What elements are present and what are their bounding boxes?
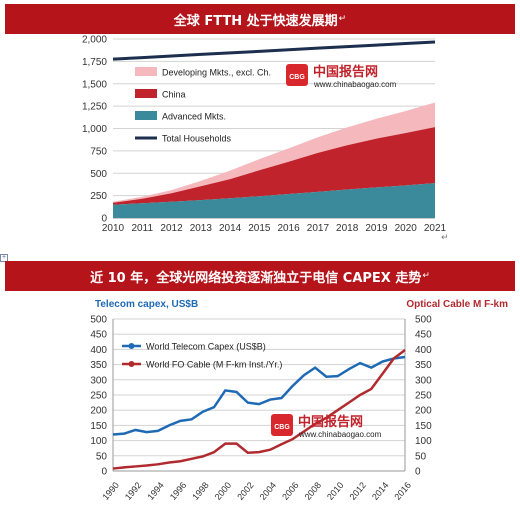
y-right-tick-label: 200: [415, 406, 432, 417]
watermark-url: www.chinabaogao.com: [298, 430, 382, 439]
x-tick-label: 2012: [348, 480, 369, 502]
x-tick-label: 2008: [303, 480, 324, 502]
y-right-tick-label: 300: [415, 375, 432, 386]
y-axis-left-label: Telecom capex, US$B: [95, 299, 198, 310]
y-axis-right-label: Optical Cable M F-km: [406, 299, 508, 310]
x-tick-label: 2021: [424, 223, 447, 234]
y-right-tick-label: 500: [415, 315, 432, 326]
y-tick-label: 2,000: [82, 35, 107, 46]
x-tick-label: 2018: [336, 223, 359, 234]
watermark-badge: CBG: [289, 74, 305, 81]
x-tick-label: 1994: [145, 480, 166, 502]
y-right-tick-label: 50: [415, 451, 427, 462]
x-tick-label: 2010: [102, 223, 125, 234]
x-tick-label: 2014: [370, 480, 391, 502]
table-anchor-icon: +: [0, 254, 8, 262]
x-tick-label: 2002: [235, 480, 256, 502]
x-tick-label: 2010: [325, 480, 346, 502]
y-right-tick-label: 350: [415, 360, 432, 371]
legend-marker: [128, 361, 135, 367]
y-right-tick-label: 250: [415, 391, 432, 402]
x-tick-label: 2006: [280, 480, 301, 502]
area-developing-mkts: [113, 102, 435, 203]
chart2-title-banner: 近 10 年，全球光网络投资逐渐独立于电信 CAPEX 走势 ↵: [5, 261, 515, 291]
legend-swatch: [135, 111, 157, 120]
watermark-logo-icon: [271, 414, 293, 436]
legend-label: Total Households: [162, 134, 232, 144]
line-total-households: [112, 40, 436, 61]
legend-label: World Telecom Capex (US$B): [146, 342, 266, 352]
y-tick-label: 500: [90, 169, 107, 180]
y-right-tick-label: 150: [415, 421, 432, 432]
chart1-title-banner: 全球 FTTH 处于快速发展期 ↵: [5, 4, 515, 34]
x-tick-label: 2016: [392, 480, 413, 502]
paragraph-mark: ↵: [441, 233, 449, 243]
area-china: [113, 127, 435, 205]
x-tick-label: 2016: [278, 223, 301, 234]
y-right-tick-label: 100: [415, 436, 432, 447]
y-left-tick-label: 400: [90, 345, 107, 356]
y-right-tick-label: 0: [415, 467, 421, 478]
x-tick-label: 2012: [160, 223, 183, 234]
capex-fo-line-chart: Telecom capex, US$B Optical Cable M F-km 0…: [90, 299, 508, 502]
legend-label: Developing Mkts., excl. Ch.: [162, 68, 271, 78]
y-tick-label: 1,250: [82, 102, 107, 113]
line-fo-cable: [112, 349, 406, 470]
legend-label: World FO Cable (M F-km Inst./Yr.): [146, 360, 282, 370]
area-advanced-mkts: [113, 183, 435, 218]
y-tick-label: 250: [90, 191, 107, 202]
paragraph-mark: ↵: [338, 14, 347, 24]
y-tick-label: 750: [90, 146, 107, 157]
watermark-badge: CBG: [274, 424, 290, 431]
x-tick-label: 2017: [307, 223, 330, 234]
ftth-area-chart: 0 250 500 750 1,000 1,250 1,500 1,750 2,000 2010 2…: [82, 35, 447, 235]
x-tick-label: 2011: [132, 223, 154, 234]
y-left-tick-label: 300: [90, 375, 107, 386]
y-left-tick-label: 450: [90, 330, 107, 341]
legend-marker: [128, 343, 135, 349]
y-right-tick-label: 450: [415, 330, 432, 341]
y-left-tick-label: 150: [90, 421, 107, 432]
x-tick-label: 2020: [395, 223, 418, 234]
watermark-url: www.chinabaogao.com: [313, 80, 397, 89]
y-left-tick-label: 50: [96, 451, 108, 462]
y-tick-label: 1,750: [82, 57, 107, 68]
x-tick-label: 2019: [365, 223, 388, 234]
y-left-tick-label: 200: [90, 406, 107, 417]
y-tick-label: 0: [101, 214, 107, 225]
x-tick-label: 2013: [190, 223, 213, 234]
watermark-name: 中国报告网: [298, 414, 363, 430]
y-left-tick-label: 0: [101, 467, 107, 478]
x-tick-label: 2015: [248, 223, 271, 234]
legend-label: China: [162, 90, 186, 100]
y-right-tick-label: 400: [415, 345, 432, 356]
y-tick-label: 1,500: [82, 79, 107, 90]
y-left-tick-label: 100: [90, 436, 107, 447]
y-tick-label: 1,000: [82, 124, 107, 135]
x-tick-label: 2000: [213, 480, 234, 502]
chart1-title: 全球 FTTH 处于快速发展期: [173, 13, 338, 29]
legend-swatch: [135, 67, 157, 76]
x-tick-label: 1996: [168, 480, 189, 502]
y-left-tick-label: 350: [90, 360, 107, 371]
paragraph-mark: ↵: [422, 271, 430, 281]
x-tick-label: 1992: [123, 480, 144, 502]
legend-swatch: [135, 89, 157, 98]
y-left-tick-label: 250: [90, 391, 107, 402]
x-tick-label: 2004: [258, 480, 279, 502]
watermark-logo-icon: [286, 64, 308, 86]
x-tick-label: 1998: [190, 480, 211, 502]
chart2-title: 近 10 年，全球光网络投资逐渐独立于电信 CAPEX 走势: [90, 270, 422, 286]
line-telecom-capex: [112, 355, 406, 436]
y-left-tick-label: 500: [90, 315, 107, 326]
x-tick-label: 1990: [100, 480, 121, 502]
x-tick-label: 2014: [219, 223, 242, 234]
watermark-name: 中国报告网: [313, 64, 378, 80]
legend-label: Advanced Mkts.: [162, 112, 226, 122]
